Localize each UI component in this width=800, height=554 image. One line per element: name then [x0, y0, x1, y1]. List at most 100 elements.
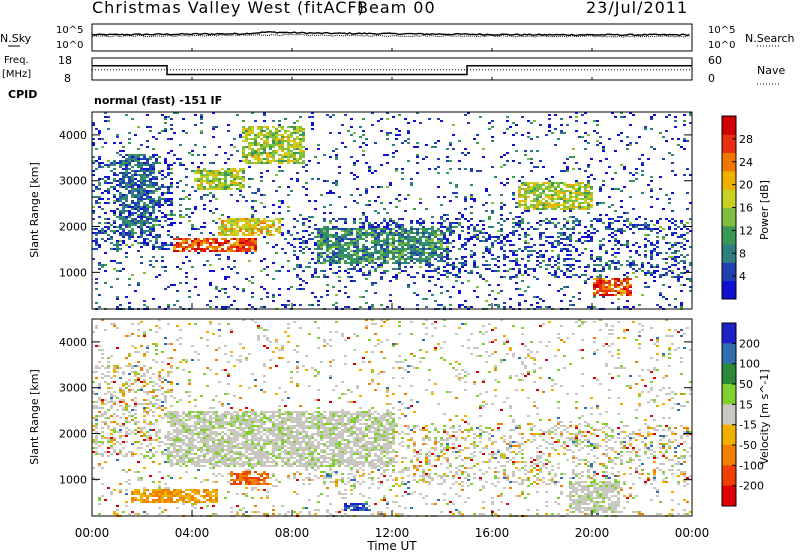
heatmap-cell: [443, 196, 446, 198]
heatmap-cell: [620, 230, 623, 232]
heatmap-cell: [182, 250, 185, 252]
heatmap-cell: [326, 114, 329, 116]
heatmap-cell: [140, 375, 143, 377]
heatmap-cell: [251, 220, 254, 222]
heatmap-cell: [629, 142, 632, 144]
heatmap-cell: [563, 286, 566, 288]
heatmap-cell: [392, 228, 395, 230]
heatmap-cell: [122, 164, 125, 166]
heatmap-cell: [293, 144, 296, 146]
heatmap-cell: [680, 254, 683, 256]
heatmap-cell: [248, 240, 251, 242]
y-tick-label: 1000: [59, 266, 87, 279]
heatmap-cell: [386, 240, 389, 242]
heatmap-cell: [410, 246, 413, 248]
heatmap-cell: [107, 192, 110, 194]
heatmap-cell: [113, 210, 116, 212]
heatmap-cell: [629, 264, 632, 266]
heatmap-cell: [287, 186, 290, 188]
heatmap-cell: [395, 234, 398, 236]
heatmap-cell: [419, 238, 422, 240]
heatmap-cell: [347, 258, 350, 260]
heatmap-cell: [134, 158, 137, 160]
heatmap-cell: [353, 242, 356, 244]
heatmap-cell: [401, 228, 404, 230]
heatmap-cell: [371, 234, 374, 236]
heatmap-cell: [539, 204, 542, 206]
heatmap-cell: [587, 306, 590, 308]
heatmap-cell: [572, 222, 575, 224]
heatmap-cell: [152, 178, 155, 180]
heatmap-cell: [212, 182, 215, 184]
heatmap-cell: [350, 258, 353, 260]
heatmap-cell: [524, 248, 527, 250]
heatmap-cell: [329, 222, 332, 224]
heatmap-cell: [464, 114, 467, 116]
heatmap-cell: [422, 276, 425, 278]
heatmap-cell: [110, 399, 113, 401]
heatmap-cell: [218, 242, 221, 244]
heatmap-cell: [110, 429, 113, 431]
heatmap-cell: [596, 202, 599, 204]
heatmap-cell: [422, 274, 425, 276]
heatmap-cell: [557, 138, 560, 140]
heatmap-cell: [377, 236, 380, 238]
heatmap-cell: [581, 194, 584, 196]
heatmap-cell: [269, 230, 272, 232]
heatmap-cell: [437, 166, 440, 168]
heatmap-cell: [143, 379, 146, 381]
heatmap-cell: [272, 226, 275, 228]
heatmap-cell: [128, 232, 131, 234]
heatmap-cell: [221, 184, 224, 186]
heatmap-cell: [386, 238, 389, 240]
heatmap-cell: [134, 240, 137, 242]
heatmap-cell: [596, 256, 599, 258]
heatmap-cell: [314, 272, 317, 274]
heatmap-cell: [458, 236, 461, 238]
heatmap-cell: [503, 254, 506, 256]
heatmap-cell: [305, 266, 308, 268]
heatmap-cell: [257, 224, 260, 226]
heatmap-cell: [332, 262, 335, 264]
heatmap-cell: [578, 184, 581, 186]
heatmap-cell: [95, 453, 98, 455]
heatmap-cell: [677, 256, 680, 258]
heatmap-cell: [143, 409, 146, 411]
heatmap-cell: [437, 230, 440, 232]
heatmap-cell: [491, 140, 494, 142]
heatmap-cell: [611, 178, 614, 180]
heatmap-cell: [365, 216, 368, 218]
heatmap-cell: [152, 218, 155, 220]
heatmap-cell: [644, 224, 647, 226]
heatmap-cell: [551, 266, 554, 268]
heatmap-cell: [158, 156, 161, 158]
heatmap-cell: [434, 244, 437, 246]
heatmap-cell: [584, 232, 587, 234]
heatmap-cell: [122, 206, 125, 208]
heatmap-cell: [362, 254, 365, 256]
heatmap-cell: [446, 258, 449, 260]
heatmap-cell: [170, 138, 173, 140]
heatmap-cell: [398, 218, 401, 220]
heatmap-cell: [302, 230, 305, 232]
heatmap-cell: [98, 202, 101, 204]
heatmap-cell: [236, 226, 239, 228]
heatmap-cell: [350, 230, 353, 232]
heatmap-cell: [209, 244, 212, 246]
heatmap-cell: [125, 222, 128, 224]
heatmap-cell: [161, 114, 164, 116]
heatmap-cell: [137, 188, 140, 190]
heatmap-cell: [164, 270, 167, 272]
heatmap-cell: [500, 228, 503, 230]
heatmap-cell: [245, 154, 248, 156]
heatmap-cell: [461, 266, 464, 268]
heatmap-cell: [140, 226, 143, 228]
heatmap-cell: [602, 238, 605, 240]
heatmap-cell: [140, 403, 143, 405]
heatmap-cell: [293, 254, 296, 256]
heatmap-cell: [476, 234, 479, 236]
heatmap-cell: [263, 152, 266, 154]
heatmap-cell: [215, 246, 218, 248]
heatmap-cell: [101, 495, 104, 497]
heatmap-cell: [146, 140, 149, 142]
